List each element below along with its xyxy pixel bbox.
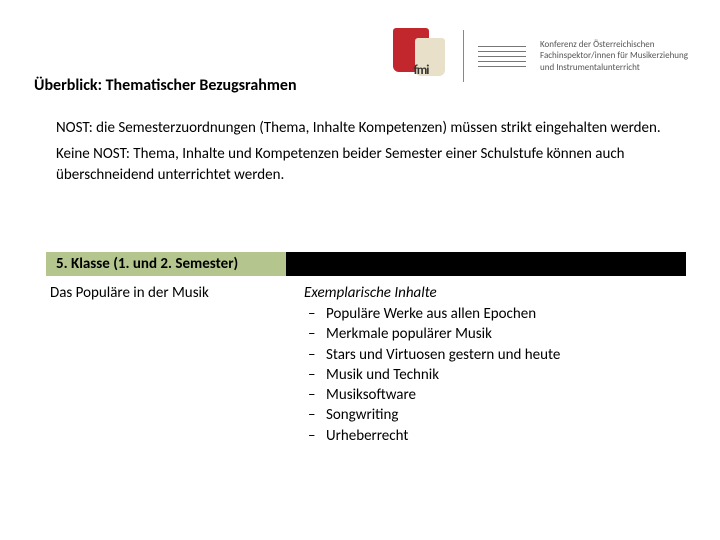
fmi-logo-text: fmi: [391, 63, 451, 78]
section-bar: 5. Klasse (1. und 2. Semester): [46, 252, 686, 276]
section-label: 5. Klasse (1. und 2. Semester): [46, 252, 286, 276]
topic-title: Das Populäre in der Musik: [50, 284, 286, 446]
content-columns: Das Populäre in der Musik Exemplarische …: [50, 284, 680, 446]
content-items: –Populäre Werke aus allen Epochen –Merkm…: [304, 304, 680, 446]
header-logos: fmi Konferenz der Österreichischen Fachi…: [393, 28, 688, 84]
organization-name: Konferenz der Österreichischen Fachinspe…: [540, 39, 688, 73]
list-item: –Merkmale populärer Musik: [304, 324, 680, 344]
intro-paragraph-2: Keine NOST: Thema, Inhalte und Kompetenz…: [56, 144, 664, 185]
list-item: –Urheberrecht: [304, 426, 680, 446]
intro-text: NOST: die Semesterzuordnungen (Thema, In…: [56, 118, 664, 185]
content-subhead: Exemplarische Inhalte: [304, 284, 680, 302]
staff-lines-icon: [478, 46, 526, 67]
list-item: –Songwriting: [304, 405, 680, 425]
fmi-logo: fmi: [393, 28, 449, 84]
page-title: Überblick: Thematischer Bezugsrahmen: [34, 76, 297, 95]
list-item: –Populäre Werke aus allen Epochen: [304, 304, 680, 324]
list-item: –Stars und Virtuosen gestern und heute: [304, 345, 680, 365]
list-item: –Musik und Technik: [304, 365, 680, 385]
list-item: –Musiksoftware: [304, 385, 680, 405]
intro-paragraph-1: NOST: die Semesterzuordnungen (Thema, In…: [56, 118, 664, 138]
content-list: Exemplarische Inhalte –Populäre Werke au…: [304, 284, 680, 446]
vertical-divider: [463, 30, 464, 82]
